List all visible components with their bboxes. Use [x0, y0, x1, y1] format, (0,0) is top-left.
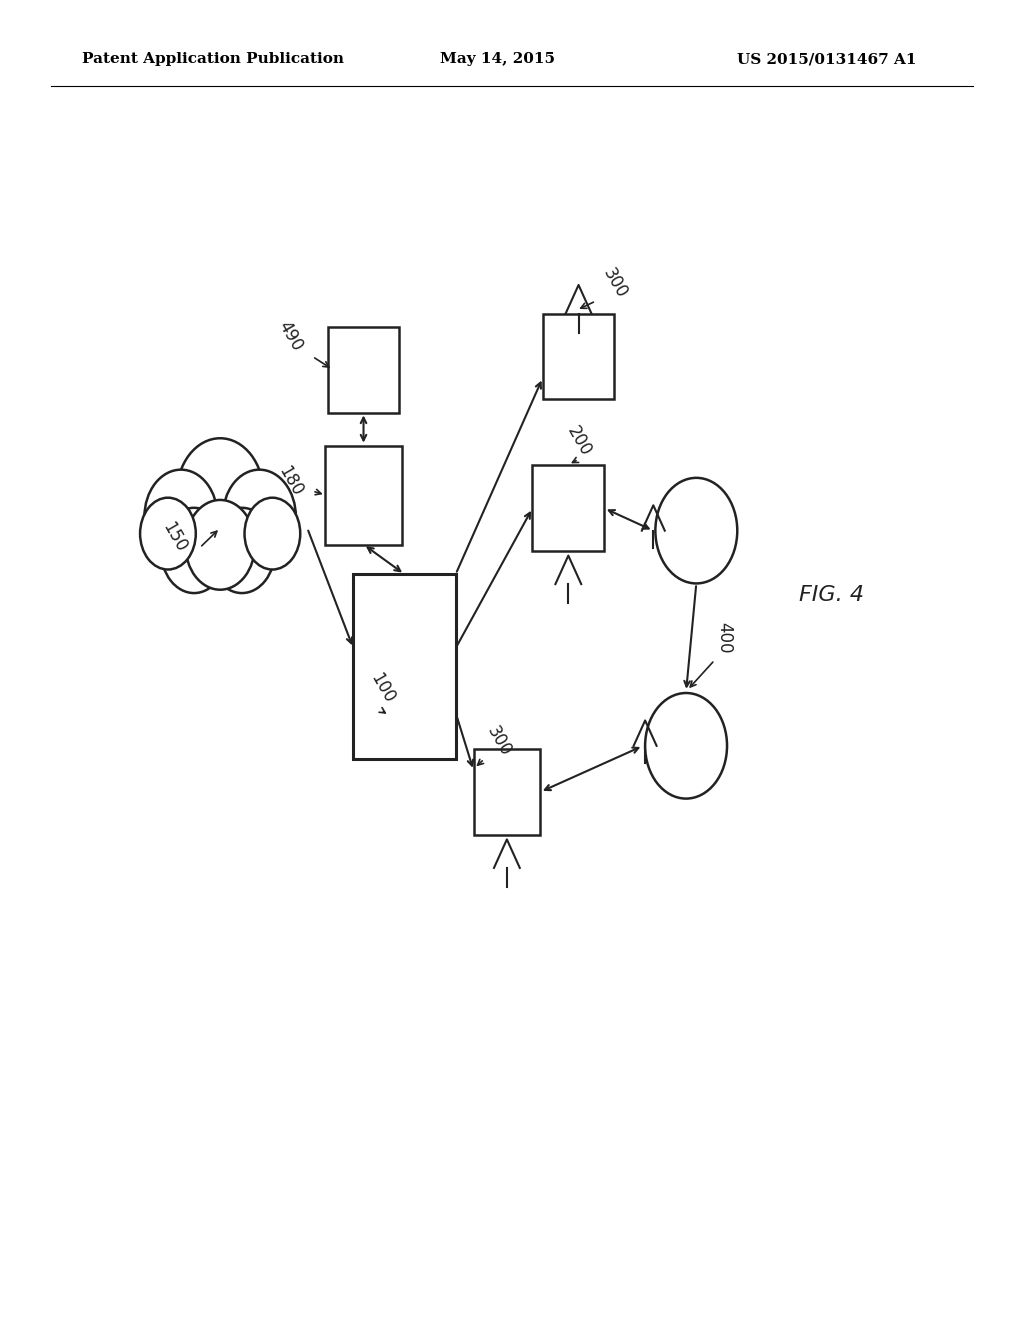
- Circle shape: [655, 478, 737, 583]
- FancyBboxPatch shape: [328, 327, 399, 412]
- Text: 300: 300: [599, 264, 631, 301]
- Circle shape: [209, 508, 275, 593]
- Text: 150: 150: [159, 519, 190, 556]
- Text: 400: 400: [715, 622, 733, 653]
- Circle shape: [161, 508, 227, 593]
- FancyBboxPatch shape: [326, 446, 401, 544]
- Text: 300: 300: [483, 722, 515, 759]
- Circle shape: [645, 693, 727, 799]
- Circle shape: [245, 498, 300, 569]
- Circle shape: [176, 438, 264, 550]
- Text: Patent Application Publication: Patent Application Publication: [82, 53, 344, 66]
- Text: May 14, 2015: May 14, 2015: [440, 53, 555, 66]
- Circle shape: [144, 470, 217, 564]
- FancyBboxPatch shape: [353, 574, 456, 759]
- Text: 180: 180: [274, 462, 306, 499]
- Text: US 2015/0131467 A1: US 2015/0131467 A1: [737, 53, 916, 66]
- Text: 490: 490: [274, 318, 306, 354]
- FancyBboxPatch shape: [532, 466, 604, 552]
- Circle shape: [185, 500, 255, 590]
- Text: 200: 200: [563, 422, 595, 459]
- Circle shape: [140, 498, 196, 569]
- FancyBboxPatch shape: [473, 748, 541, 834]
- Text: FIG. 4: FIG. 4: [799, 585, 863, 605]
- Circle shape: [223, 470, 296, 564]
- FancyBboxPatch shape: [543, 314, 614, 399]
- Text: 100: 100: [367, 669, 398, 706]
